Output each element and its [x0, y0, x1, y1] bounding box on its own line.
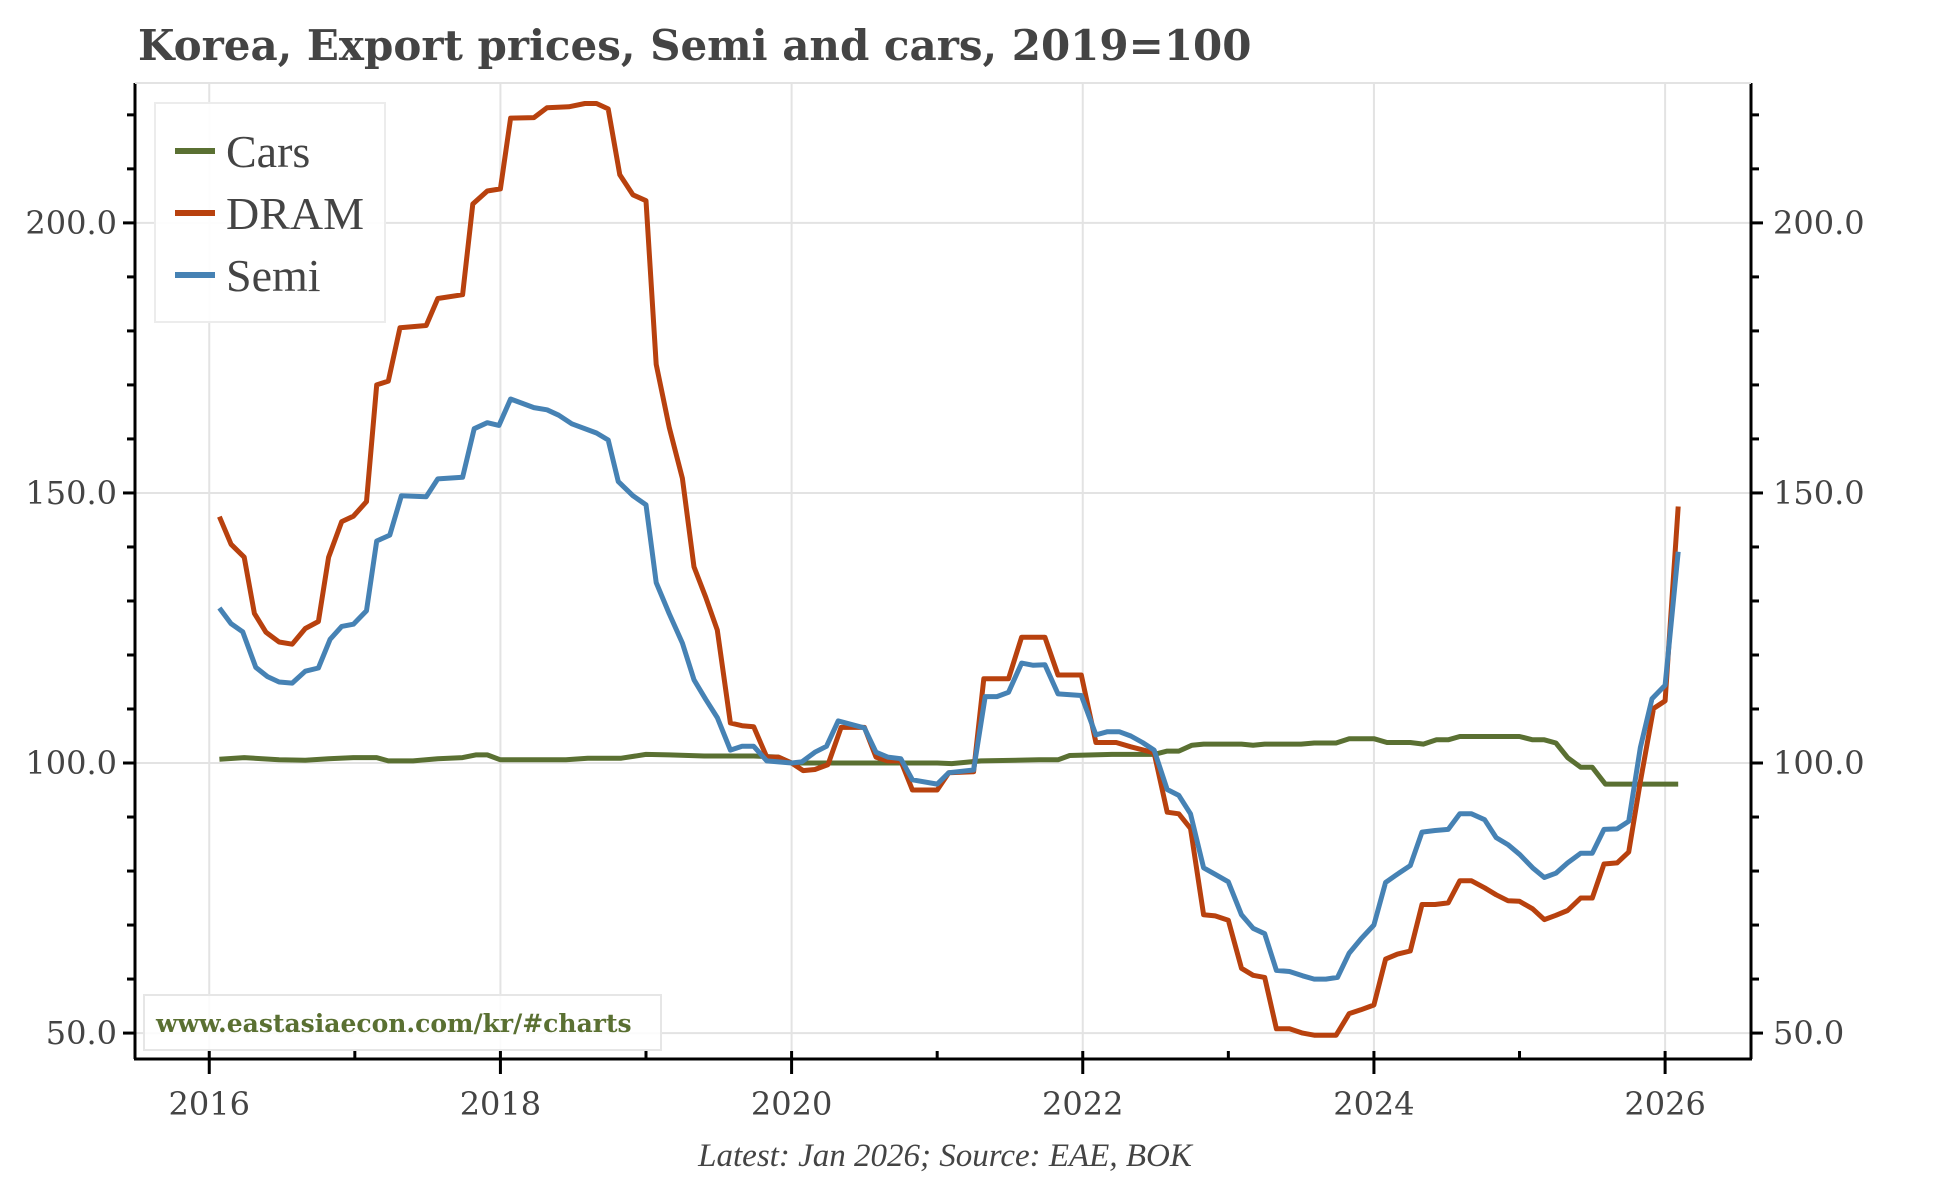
legend-item-semi: Semi: [175, 250, 321, 301]
x-tick-label: 2022: [1042, 1085, 1123, 1123]
legend-label: Cars: [226, 126, 310, 177]
x-tick-label: 2024: [1333, 1085, 1414, 1123]
y-tick-label-right: 150.0: [1773, 474, 1865, 512]
axis-ticks: [123, 113, 1763, 1074]
x-tick-label: 2018: [460, 1085, 541, 1123]
y-tick-label-left: 150.0: [25, 474, 117, 512]
legend-label: Semi: [226, 250, 321, 301]
legend: Cars DRAM Semi: [154, 102, 386, 323]
y-tick-label-right: 200.0: [1773, 204, 1865, 242]
legend-label: DRAM: [226, 188, 364, 239]
y-tick-label-right: 50.0: [1773, 1014, 1844, 1052]
x-tick-label: 2026: [1624, 1085, 1705, 1123]
watermark-link[interactable]: www.eastasiaecon.com/kr/#charts: [155, 1009, 632, 1038]
legend-item-cars: Cars: [175, 126, 310, 177]
watermark-box: [143, 994, 662, 1051]
x-tick-label: 2016: [169, 1085, 250, 1123]
source-note: Latest: Jan 2026; Source: EAE, BOK: [697, 1138, 1194, 1174]
x-tick-label: 2020: [751, 1085, 832, 1123]
y-tick-label-left: 50.0: [46, 1014, 117, 1052]
tick-labels: 2016 2018 2020 2022 2024 2026 50.0 50.0 100.0 100…: [25, 204, 1864, 1123]
series-line-cars: [219, 734, 1679, 787]
y-tick-label-right: 100.0: [1773, 744, 1865, 782]
y-tick-label-left: 100.0: [25, 744, 117, 782]
watermark: www.eastasiaecon.com/kr/#charts: [143, 994, 662, 1051]
series-line-dram: [217, 101, 1681, 1038]
series-line-semi: [217, 396, 1681, 982]
y-tick-label-left: 200.0: [25, 204, 117, 242]
legend-item-dram: DRAM: [175, 188, 364, 239]
chart-title: Korea, Export prices, Semi and cars, 201…: [138, 21, 1252, 70]
series-lines: [217, 101, 1681, 1038]
